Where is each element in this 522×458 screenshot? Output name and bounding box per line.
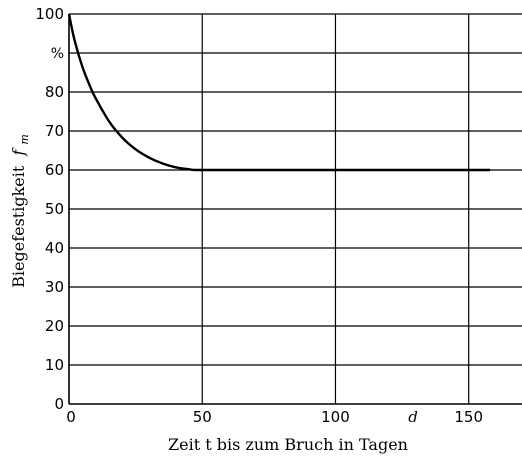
y-axis-label: Biegefestigkeit f m [9,134,31,288]
x-axis-unit: d [408,408,418,426]
x-tick-label: 150 [454,408,483,426]
y-tick-label: 80 [45,83,64,101]
tick-labels: 0 10 20 30 40 50 60 70 80% 100 0 50 100 150 [35,5,483,426]
y-tick-label: 10 [45,356,64,374]
y-tick-label: 30 [45,278,64,296]
y-tick-label: 100 [35,5,64,23]
y-tick-label: 20 [45,317,64,335]
y-tick-label: 70 [45,122,64,140]
x-tick-label: 50 [193,408,212,426]
axes [68,14,522,405]
y-axis-label-text: Biegefestigkeit [9,165,28,288]
x-tick-label: 0 [66,408,76,426]
y-tick-label: 50 [45,200,64,218]
x-axis-label: Zeit t bis zum Bruch in Tagen [168,435,408,454]
y-tick-label: 60 [45,161,64,179]
series-line [67,13,491,172]
y-axis-unit-label: % [51,46,64,62]
y-tick-label: 40 [45,239,64,257]
y-axis-label-symbol-subscript: m [18,134,31,144]
grid [69,13,522,404]
y-axis-label-symbol: f [9,147,28,157]
series-layer [67,13,491,172]
x-tick-label: 100 [321,408,350,426]
y-tick-label: 0 [54,395,64,413]
